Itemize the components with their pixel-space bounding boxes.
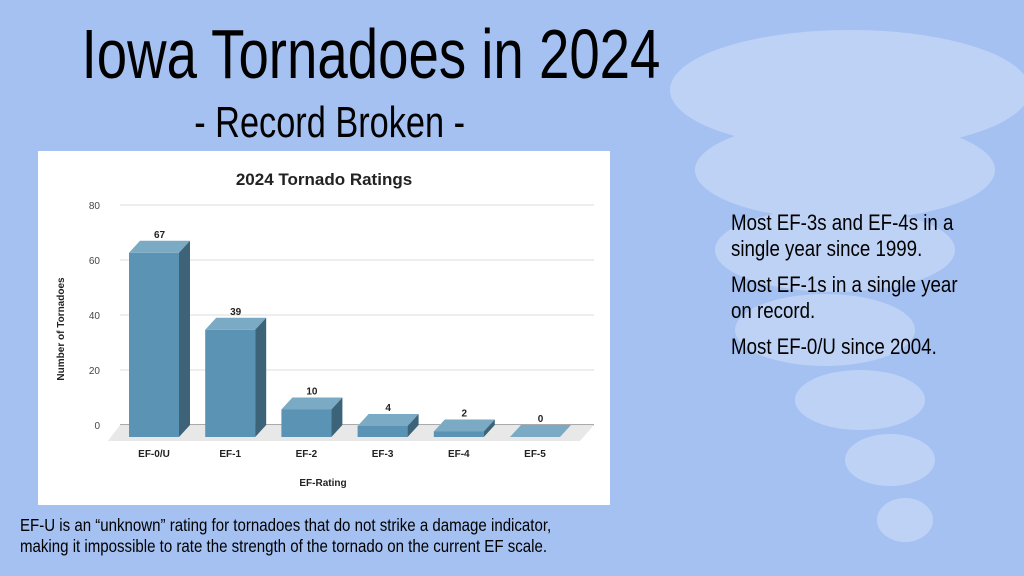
y-tick-label: 20 xyxy=(89,366,101,377)
bar: 0 EF-5 xyxy=(510,414,571,460)
x-tick-label: EF-4 xyxy=(448,449,470,460)
y-axis-label: Number of Tornadoes xyxy=(56,277,67,381)
bar: 67 EF-0/U xyxy=(129,230,190,460)
bar-side xyxy=(331,397,343,437)
fact-line: Most EF-1s in a single year on record. xyxy=(731,272,958,323)
bar-top xyxy=(205,317,267,330)
bar-top xyxy=(129,240,190,253)
bar-side xyxy=(255,317,267,437)
x-tick-label: EF-3 xyxy=(372,449,394,460)
data-label: 67 xyxy=(154,230,166,241)
bar-top xyxy=(281,397,343,410)
data-label: 2 xyxy=(462,409,468,420)
bar-top xyxy=(357,414,419,426)
x-tick-label: EF-5 xyxy=(524,449,546,460)
fact-line: Most EF-3s and EF-4s in a single year sin… xyxy=(731,210,954,261)
bar-front xyxy=(357,426,408,437)
bar-front xyxy=(205,329,256,437)
bar: 39 EF-1 xyxy=(205,307,267,460)
y-tick-label: 40 xyxy=(89,311,101,322)
x-axis-label: EF-Rating xyxy=(299,478,346,489)
bar: 10 EF-2 xyxy=(281,387,343,460)
bar-front xyxy=(129,252,179,437)
slide-subtitle: - Record Broken - xyxy=(194,98,466,147)
bar: 4 EF-3 xyxy=(357,403,419,460)
y-tick-label: 60 xyxy=(89,256,101,267)
bar-side xyxy=(483,419,495,437)
data-label: 10 xyxy=(306,387,318,398)
y-tick-label: 0 xyxy=(94,421,100,432)
chart-title: 2024 Tornado Ratings xyxy=(236,170,412,189)
data-label: 0 xyxy=(538,414,544,425)
x-tick-label: EF-0/U xyxy=(138,449,170,460)
data-label: 39 xyxy=(230,307,242,318)
bar-front xyxy=(433,431,484,437)
data-label: 4 xyxy=(385,403,391,414)
x-tick-label: EF-1 xyxy=(219,449,241,460)
bar-side xyxy=(407,414,419,437)
facts-list: Most EF-3s and EF-4s in a single year sin… xyxy=(731,210,1011,370)
slide-title: Iowa Tornadoes in 2024 xyxy=(81,15,661,93)
tornado-illustration xyxy=(670,30,1024,542)
fact-line: Most EF-0/U since 2004. xyxy=(731,334,937,359)
y-tick-label: 80 xyxy=(89,201,101,212)
bar-top xyxy=(510,425,571,437)
bar: 2 EF-4 xyxy=(433,409,495,460)
bar-side xyxy=(179,240,190,437)
footnote: EF-U is an “unknown” rating for tornadoe… xyxy=(20,515,552,556)
x-tick-label: EF-2 xyxy=(296,449,318,460)
chart-container: 2024 Tornado Ratings 0 20 40 60 80 67 EF-0/U 3… xyxy=(38,151,610,505)
bar-front xyxy=(281,409,332,437)
bar-top xyxy=(433,419,495,432)
